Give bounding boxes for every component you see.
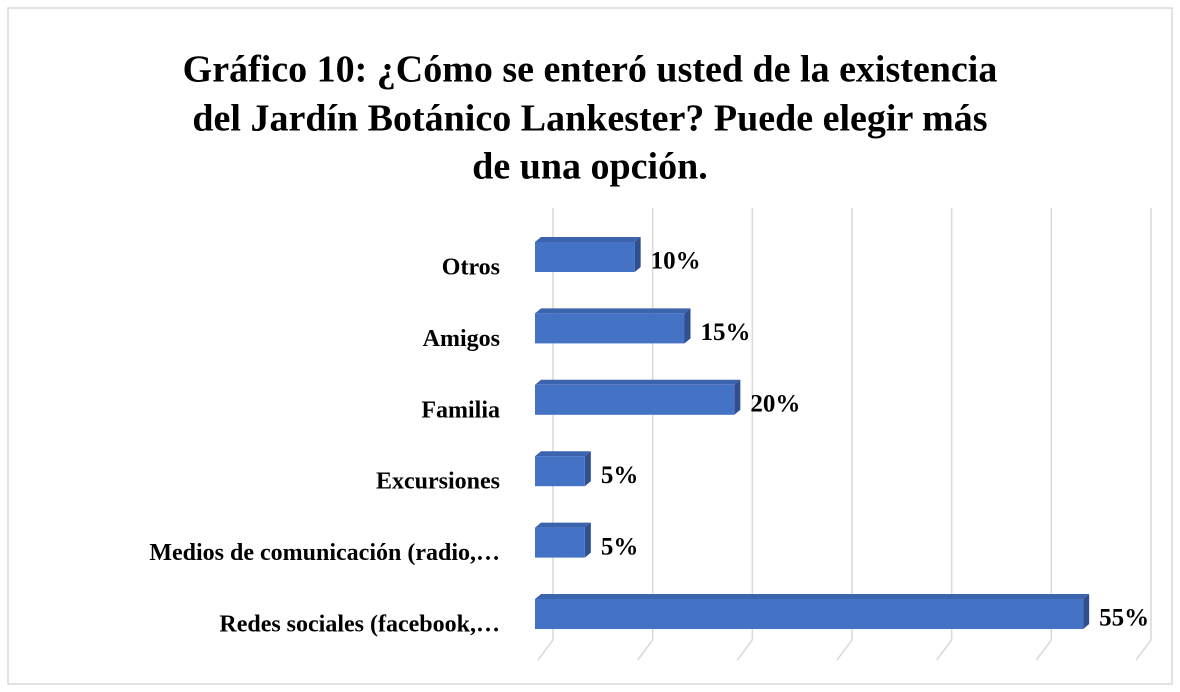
bar-face — [684, 308, 691, 344]
bar-face — [535, 237, 641, 242]
y-tick-label: Otros — [442, 255, 500, 281]
y-tick-label: Medios de comunicación (radio,… — [149, 540, 500, 566]
grid-line — [1035, 639, 1052, 661]
grid-line — [1135, 639, 1152, 661]
grid-line — [736, 639, 753, 661]
grid-line — [836, 639, 853, 661]
data-label: 15% — [701, 319, 751, 346]
bar-face — [584, 451, 591, 487]
bar-face — [535, 527, 585, 558]
y-tick-label: Excursiones — [376, 469, 500, 495]
bar-face — [535, 242, 635, 272]
chart-title: Gráfico 10: ¿Cómo se enteró usted de la … — [183, 49, 998, 91]
data-label: 55% — [1099, 605, 1149, 632]
bar-face — [535, 451, 591, 457]
bar-face — [535, 308, 691, 314]
bar-face — [535, 379, 741, 385]
data-label: 5% — [601, 533, 639, 560]
bar-face — [535, 522, 591, 528]
bar-face — [535, 456, 585, 487]
chart-border — [7, 7, 1173, 685]
data-label: 5% — [601, 462, 639, 489]
bar-face — [584, 522, 591, 558]
bar — [535, 522, 591, 558]
bar — [535, 379, 741, 415]
bar-face — [734, 379, 741, 415]
grid-line — [936, 639, 953, 661]
grid-line — [537, 639, 554, 661]
data-label: 10% — [651, 248, 701, 275]
bar-face — [634, 237, 641, 272]
bar — [535, 308, 691, 344]
bar-face — [535, 384, 735, 415]
chart-title: de una opción. — [472, 146, 707, 188]
bar — [535, 451, 591, 487]
bar — [535, 237, 641, 272]
data-label: 20% — [750, 391, 800, 418]
y-tick-label: Redes sociales (facebook,… — [219, 612, 500, 638]
bar-face — [535, 599, 1084, 629]
bar — [535, 594, 1090, 629]
chart-title: del Jardín Botánico Lankester? Puede ele… — [192, 98, 987, 140]
bar-face — [535, 313, 685, 344]
grid-line — [637, 639, 654, 661]
y-tick-label: Familia — [421, 397, 500, 423]
bar-face — [1083, 594, 1090, 629]
y-tick-label: Amigos — [423, 326, 500, 352]
bar-face — [535, 594, 1090, 599]
